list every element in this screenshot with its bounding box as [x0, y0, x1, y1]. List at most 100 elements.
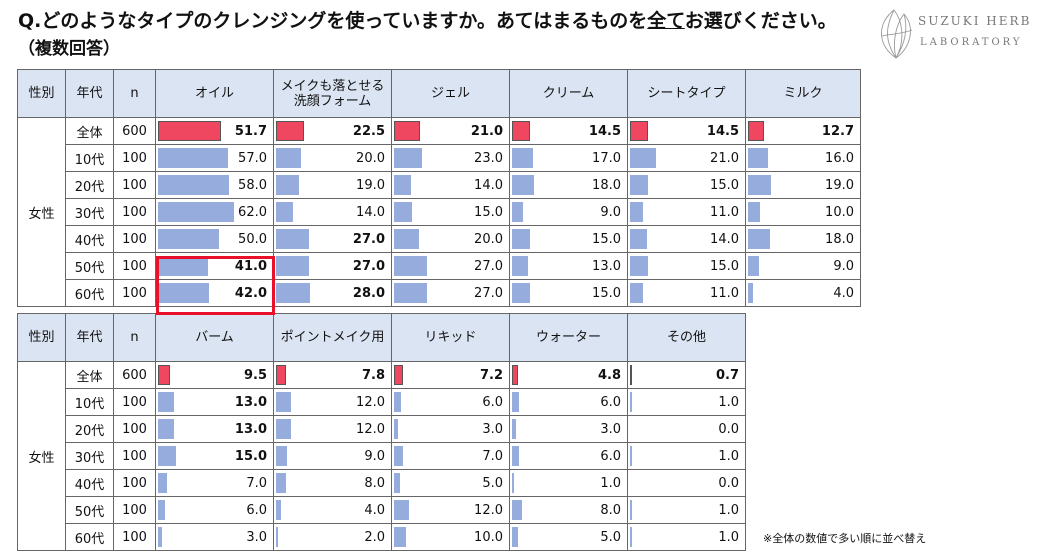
value-cell: 23.0: [391, 144, 510, 172]
value-bar: [630, 283, 644, 303]
question-suffix: お選びください。: [684, 10, 837, 32]
cleansing-type-table-1: 性別 年代 n オイル メイクも落とせる 洗顔フォーム ジェル クリーム シートタイプ ミル…: [17, 69, 861, 307]
table-row: 40代 100 7.0 8.0 5.0 1.0 0.0: [18, 469, 746, 497]
value-cell: 12.0: [273, 415, 392, 443]
value-label: 6.0: [482, 394, 503, 410]
value-bar: [512, 365, 518, 385]
value-label: 5.0: [600, 529, 621, 545]
value-label: 7.0: [246, 475, 267, 491]
value-cell: 14.0: [627, 225, 746, 253]
value-label: 15.0: [592, 285, 621, 301]
value-bar: [276, 365, 286, 385]
value-bar: [630, 202, 644, 222]
age-cell: 30代: [65, 198, 114, 226]
age-cell: 全体: [65, 117, 114, 145]
value-label: 42.0: [234, 285, 267, 301]
table-row: 10代 100 57.0 20.0 23.0 17.0 21.0 16.0: [18, 144, 861, 172]
value-cell: 50.0: [155, 225, 274, 253]
value-bar: [512, 500, 522, 520]
category-header: オイル: [155, 69, 274, 118]
value-bar: [394, 527, 407, 547]
value-label: 14.0: [710, 231, 739, 247]
value-label: 9.0: [364, 448, 385, 464]
value-bar: [512, 283, 531, 303]
value-label: 27.0: [474, 258, 503, 274]
value-label: 11.0: [710, 285, 739, 301]
value-cell: 1.0: [627, 442, 746, 470]
table-row: 40代 100 50.0 27.0 20.0 15.0 14.0 18.0: [18, 225, 861, 253]
value-cell: 5.0: [509, 523, 628, 551]
value-label: 21.0: [710, 150, 739, 166]
value-label: 41.0: [234, 258, 267, 274]
table-row: 60代 100 3.0 2.0 10.0 5.0 1.0: [18, 523, 746, 551]
value-cell: 10.0: [391, 523, 510, 551]
value-bar: [630, 527, 632, 547]
value-label: 12.0: [356, 421, 385, 437]
value-bar: [394, 148, 423, 168]
value-bar: [630, 121, 648, 141]
value-label: 15.0: [710, 258, 739, 274]
value-cell: 19.0: [745, 171, 861, 199]
value-bar: [158, 229, 220, 249]
n-cell: 100: [113, 442, 156, 470]
value-bar: [158, 500, 166, 520]
value-bar: [748, 121, 764, 141]
value-label: 1.0: [600, 475, 621, 491]
value-label: 50.0: [238, 231, 267, 247]
value-cell: 57.0: [155, 144, 274, 172]
value-label: 13.0: [234, 394, 267, 410]
value-label: 5.0: [482, 475, 503, 491]
table-row: 女性 全体 600 51.7 22.5 21.0 14.5 14.5 12.7: [17, 117, 861, 307]
value-cell: 7.8: [273, 361, 392, 389]
value-cell: 20.0: [391, 225, 510, 253]
gender-cell: 女性: [17, 361, 66, 551]
n-cell: 100: [113, 252, 156, 280]
category-label: クリーム: [542, 86, 595, 101]
value-cell: 3.0: [155, 523, 274, 551]
value-label: 1.0: [718, 502, 739, 518]
value-bar: [394, 283, 428, 303]
value-bar: [748, 148, 768, 168]
value-cell: 18.0: [509, 171, 628, 199]
category-label: ウォーター: [535, 330, 601, 345]
value-cell: 62.0: [155, 198, 274, 226]
sort-note: ※全体の数値で多い順に並べ替え: [763, 532, 927, 545]
value-cell: 13.0: [509, 252, 628, 280]
value-label: 19.0: [825, 177, 854, 193]
value-cell: 9.5: [155, 361, 274, 389]
value-bar: [158, 473, 167, 493]
value-label: 6.0: [600, 448, 621, 464]
value-bar: [158, 202, 234, 222]
value-label: 14.0: [474, 177, 503, 193]
logo-text-line1: SUZUKI HERB: [918, 14, 1032, 28]
category-label: 洗顔フォーム: [293, 93, 372, 109]
header-n: n: [113, 313, 156, 362]
value-label: 12.0: [356, 394, 385, 410]
value-cell: 4.0: [745, 279, 861, 307]
value-cell: 2.0: [273, 523, 392, 551]
value-label: 21.0: [470, 123, 503, 139]
value-bar: [276, 527, 279, 547]
value-cell: 3.0: [391, 415, 510, 443]
value-bar: [512, 392, 520, 412]
value-cell: 58.0: [155, 171, 274, 199]
value-bar: [630, 500, 632, 520]
value-cell: 12.7: [745, 117, 861, 145]
category-header: リキッド: [391, 313, 510, 362]
value-cell: 51.7: [155, 117, 274, 145]
header-age: 年代: [65, 69, 114, 118]
value-label: 28.0: [352, 285, 385, 301]
age-cell: 30代: [65, 442, 114, 470]
value-label: 58.0: [238, 177, 267, 193]
value-label: 15.0: [592, 231, 621, 247]
value-cell: 9.0: [509, 198, 628, 226]
value-bar: [276, 202, 294, 222]
value-label: 7.8: [361, 367, 385, 383]
category-header: ミルク: [745, 69, 861, 118]
value-label: 57.0: [238, 150, 267, 166]
value-bar: [394, 175, 412, 195]
value-cell: 18.0: [745, 225, 861, 253]
value-bar: [748, 283, 753, 303]
value-bar: [630, 175, 649, 195]
value-bar: [158, 446, 177, 466]
